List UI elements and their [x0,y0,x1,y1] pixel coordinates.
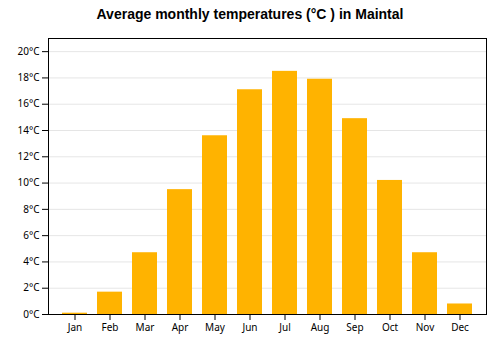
svg-text:14°C: 14°C [17,123,40,137]
svg-text:4°C: 4°C [23,254,40,268]
svg-text:May: May [205,320,226,334]
svg-text:12°C: 12°C [17,149,40,163]
svg-text:Oct: Oct [382,320,399,334]
svg-text:0°C: 0°C [23,307,40,321]
svg-text:Mar: Mar [136,320,155,334]
svg-text:18°C: 18°C [17,70,40,84]
svg-text:Feb: Feb [102,320,119,334]
svg-text:Jun: Jun [241,320,257,334]
svg-text:Apr: Apr [172,320,189,334]
svg-text:8°C: 8°C [23,202,40,216]
svg-text:Sep: Sep [346,320,363,334]
svg-text:Nov: Nov [416,320,435,334]
svg-text:2°C: 2°C [23,280,40,294]
svg-text:Jul: Jul [278,320,291,334]
svg-text:Dec: Dec [451,320,469,334]
html-text:Average monthly temperatures (: Average monthly temperatures (°C ) in Ma… [96,6,404,22]
svg-text:16°C: 16°C [17,96,40,110]
svg-text:Aug: Aug [311,320,330,334]
svg-text:20°C: 20°C [17,44,40,58]
svg-text:6°C: 6°C [23,228,40,242]
svg-text:10°C: 10°C [17,175,40,189]
svg-text:Jan: Jan [67,320,83,334]
